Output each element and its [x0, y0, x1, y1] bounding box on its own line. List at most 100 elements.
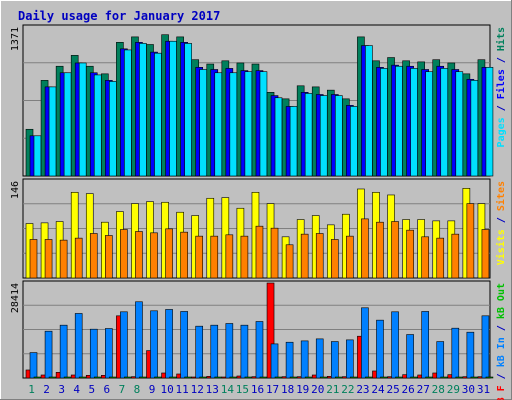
bar-sites-day-3: [59, 239, 68, 279]
bar-pages-day-25: [395, 65, 403, 177]
bar-pages-day-10: [169, 40, 177, 177]
bar-visits-day-4: [70, 191, 79, 279]
bar-kb-out-day-17: [274, 376, 283, 379]
day-label-30: 30: [462, 383, 475, 396]
bar-pages-day-27: [425, 71, 433, 177]
legend-entry: Pages: [496, 117, 507, 147]
day-label-22: 22: [341, 383, 354, 396]
day-label-21: 21: [326, 383, 339, 396]
bar-kb-in-day-20: [315, 338, 324, 379]
bar-kb-out-day-6: [109, 376, 117, 379]
bar-kb-out-day-7: [124, 376, 132, 379]
bar-kb-in-day-24: [376, 319, 384, 379]
day-label-31: 31: [477, 383, 490, 396]
bar-kb-out-day-27: [425, 376, 433, 379]
day-label-26: 26: [402, 383, 415, 396]
bar-kb-in-day-25: [391, 311, 399, 379]
bar-sites-day-27: [421, 236, 429, 279]
bar-sites-day-7: [120, 229, 128, 279]
y-max-label: 28414: [10, 283, 21, 313]
kbytes-panel: 28414 kB F / kB In / kB Out: [10, 280, 507, 400]
bar-kb-in-day-19: [300, 340, 309, 379]
bar-kb-in-day-16: [255, 321, 264, 379]
bar-kb-out-day-19: [304, 376, 313, 379]
bar-pages-day-16: [259, 71, 268, 177]
bar-sites-day-22: [346, 235, 354, 279]
day-label-12: 12: [191, 383, 204, 396]
hits-panel: 1371 Pages / Files / Hits: [10, 24, 507, 177]
bar-kb-in-day-13: [210, 324, 219, 379]
bar-pages-day-20: [319, 95, 328, 177]
bar-kb-in-day-7: [120, 311, 128, 379]
bar-sites-day-16: [255, 225, 264, 279]
bar-pages-day-15: [244, 71, 253, 177]
bar-kb-in-day-3: [59, 324, 68, 379]
legend-label: kB F / kB In / kB Out: [496, 283, 507, 400]
bar-pages-day-26: [410, 68, 418, 177]
day-label-27: 27: [417, 383, 430, 396]
day-label-18: 18: [281, 383, 294, 396]
bar-sites-day-25: [391, 221, 399, 279]
bar-kb-in-day-9: [150, 310, 158, 379]
bar-pages-day-13: [214, 72, 223, 177]
bar-kb-out-day-12: [199, 376, 208, 379]
bar-sites-day-20: [315, 233, 324, 279]
bar-kb-out-day-21: [334, 376, 343, 379]
bar-kb-in-day-28: [436, 341, 445, 379]
bar-sites-day-10: [165, 228, 173, 279]
bar-sites-day-23: [361, 218, 369, 279]
day-label-25: 25: [386, 383, 399, 396]
day-label-6: 6: [104, 383, 111, 396]
bar-kb-in-day-14: [225, 323, 234, 379]
day-label-7: 7: [119, 383, 126, 396]
bar-kb-out-day-31: [485, 376, 494, 379]
bar-kb-in-day-1: [29, 352, 38, 379]
bar-kb-out-day-3: [63, 376, 72, 379]
bar-pages-day-31: [485, 67, 494, 177]
bar-kb-out-day-15: [244, 376, 253, 379]
day-label-8: 8: [134, 383, 141, 396]
day-label-10: 10: [160, 383, 173, 396]
bar-kb-out-day-26: [410, 376, 418, 379]
bar-sites-day-14: [225, 234, 234, 279]
legend-entry: Files: [495, 69, 507, 99]
bar-kb-in-day-12: [195, 325, 204, 379]
legend-entry: /: [496, 367, 507, 385]
day-label-23: 23: [356, 383, 369, 396]
bar-pages-day-7: [124, 49, 132, 177]
bar-pages-day-4: [78, 62, 87, 177]
bar-sites-day-31: [481, 229, 490, 279]
legend-label: Pages / Files / Hits: [495, 27, 507, 147]
day-label-15: 15: [236, 383, 249, 396]
bar-pages-day-29: [455, 71, 464, 177]
bar-kb-in-day-18: [285, 341, 294, 379]
bar-pages-day-14: [229, 72, 238, 177]
bar-sites-day-1: [29, 239, 38, 279]
bar-kb-out-day-20: [319, 376, 328, 379]
bar-kb-in-day-23: [361, 307, 369, 379]
day-label-3: 3: [58, 383, 65, 396]
day-label-16: 16: [251, 383, 264, 396]
bar-sites-day-21: [330, 239, 339, 279]
bar-pages-day-24: [380, 68, 388, 177]
bar-sites-day-12: [195, 235, 204, 279]
bar-kb-in-day-27: [421, 311, 429, 379]
bar-kb-out-day-14: [229, 376, 238, 379]
legend-entry: Sites: [495, 181, 507, 211]
day-label-19: 19: [296, 383, 309, 396]
bar-sites-day-26: [406, 229, 414, 279]
bar-kb-out-day-22: [350, 376, 358, 379]
bar-sites-day-4: [74, 237, 83, 279]
bar-kb-out-day-28: [440, 376, 449, 379]
bar-sites-day-6: [105, 235, 113, 279]
bar-sites-day-28: [436, 237, 445, 279]
day-label-5: 5: [88, 383, 95, 396]
bar-kb-in-day-6: [105, 328, 113, 379]
bar-pages-day-22: [350, 106, 358, 177]
bar-pages-day-21: [334, 95, 343, 177]
bar-kb-in-day-15: [240, 324, 249, 379]
legend-label: Visits / Sites: [495, 181, 507, 265]
bar-kb-in-day-11: [180, 311, 188, 379]
day-label-14: 14: [221, 383, 235, 396]
